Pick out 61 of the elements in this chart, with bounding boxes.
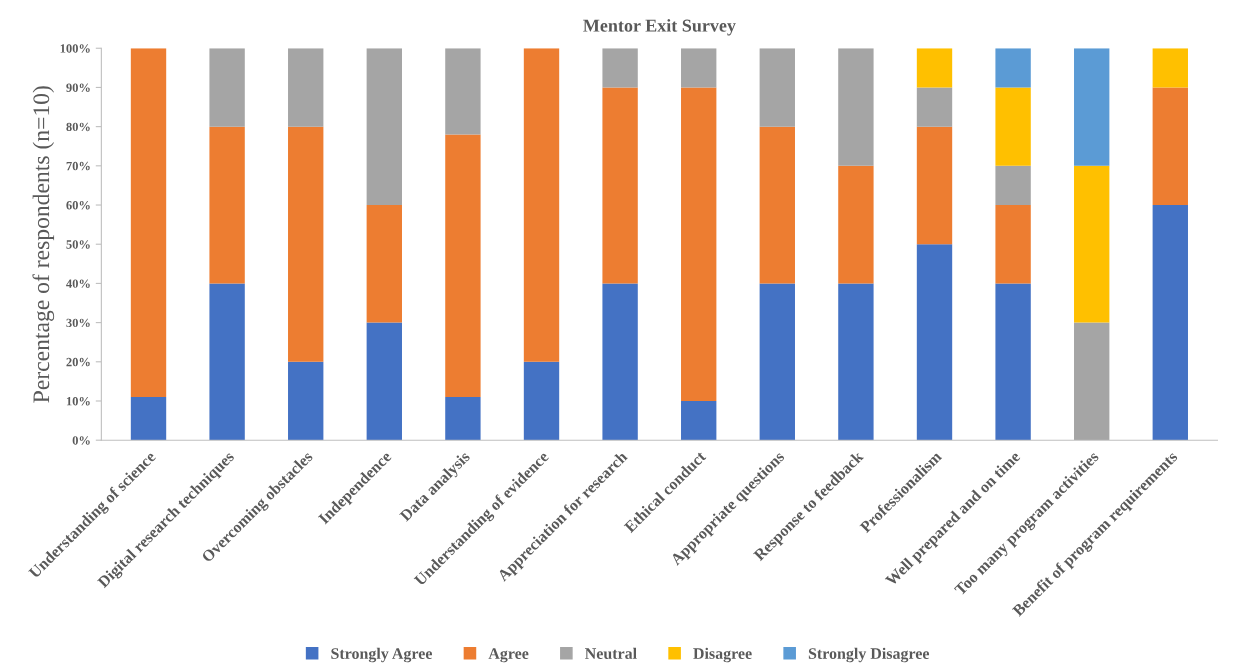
bar xyxy=(916,87,953,127)
legend-label: Strongly Disagree xyxy=(808,647,930,663)
bar xyxy=(523,48,560,362)
y-tick-label: 80% xyxy=(66,122,90,132)
bar xyxy=(759,126,795,284)
y-tick-label: 0% xyxy=(72,436,90,445)
bar xyxy=(288,126,324,362)
bar xyxy=(602,87,638,284)
bar xyxy=(681,87,717,401)
bar xyxy=(681,401,717,441)
chart-title: Mentor Exit Survey xyxy=(583,19,736,36)
bar xyxy=(838,48,874,166)
bar xyxy=(995,87,1031,166)
bar xyxy=(366,205,402,323)
legend-label: Strongly Agree xyxy=(331,647,432,663)
bar xyxy=(445,48,481,135)
bar xyxy=(602,283,638,441)
bar xyxy=(1152,48,1188,88)
bar xyxy=(1074,322,1110,441)
bar xyxy=(916,244,953,441)
bar xyxy=(759,283,795,441)
bar xyxy=(130,397,167,441)
legend-label: Disagree xyxy=(693,647,752,663)
bar xyxy=(445,397,481,441)
bar xyxy=(445,134,481,398)
bar xyxy=(995,165,1031,206)
y-tick-label: 100% xyxy=(60,44,90,53)
y-tick-label: 70% xyxy=(66,161,90,171)
bar xyxy=(209,126,245,284)
y-tick-label: 20% xyxy=(66,357,90,367)
legend-label: Agree xyxy=(488,648,529,663)
bar xyxy=(209,48,245,127)
bar xyxy=(130,48,167,398)
bar xyxy=(681,48,717,88)
y-tick-label: 90% xyxy=(66,83,90,92)
bar xyxy=(995,205,1031,284)
bar xyxy=(1074,165,1110,323)
bar xyxy=(366,48,402,206)
bar xyxy=(995,283,1031,441)
bar xyxy=(288,361,324,441)
bar xyxy=(838,283,874,441)
legend-label: Neutral xyxy=(585,647,637,659)
y-axis-title: Percentage of respondents (n=10) xyxy=(32,86,55,403)
bar xyxy=(602,48,638,88)
y-tick-label: 10% xyxy=(66,397,90,406)
bar xyxy=(1152,87,1188,206)
bar xyxy=(916,48,953,88)
bar xyxy=(1152,205,1188,441)
bar xyxy=(916,126,953,245)
y-tick-label: 50% xyxy=(66,240,90,249)
bar xyxy=(1074,48,1110,166)
y-tick-label: 30% xyxy=(66,318,90,328)
bar xyxy=(209,283,245,441)
y-tick-label: 60% xyxy=(66,201,90,210)
bar xyxy=(838,165,874,284)
bar xyxy=(995,48,1031,88)
y-tick-label: 40% xyxy=(66,279,90,288)
bar xyxy=(366,322,402,441)
bar xyxy=(288,48,324,127)
bar xyxy=(523,361,560,441)
bar xyxy=(759,48,795,127)
